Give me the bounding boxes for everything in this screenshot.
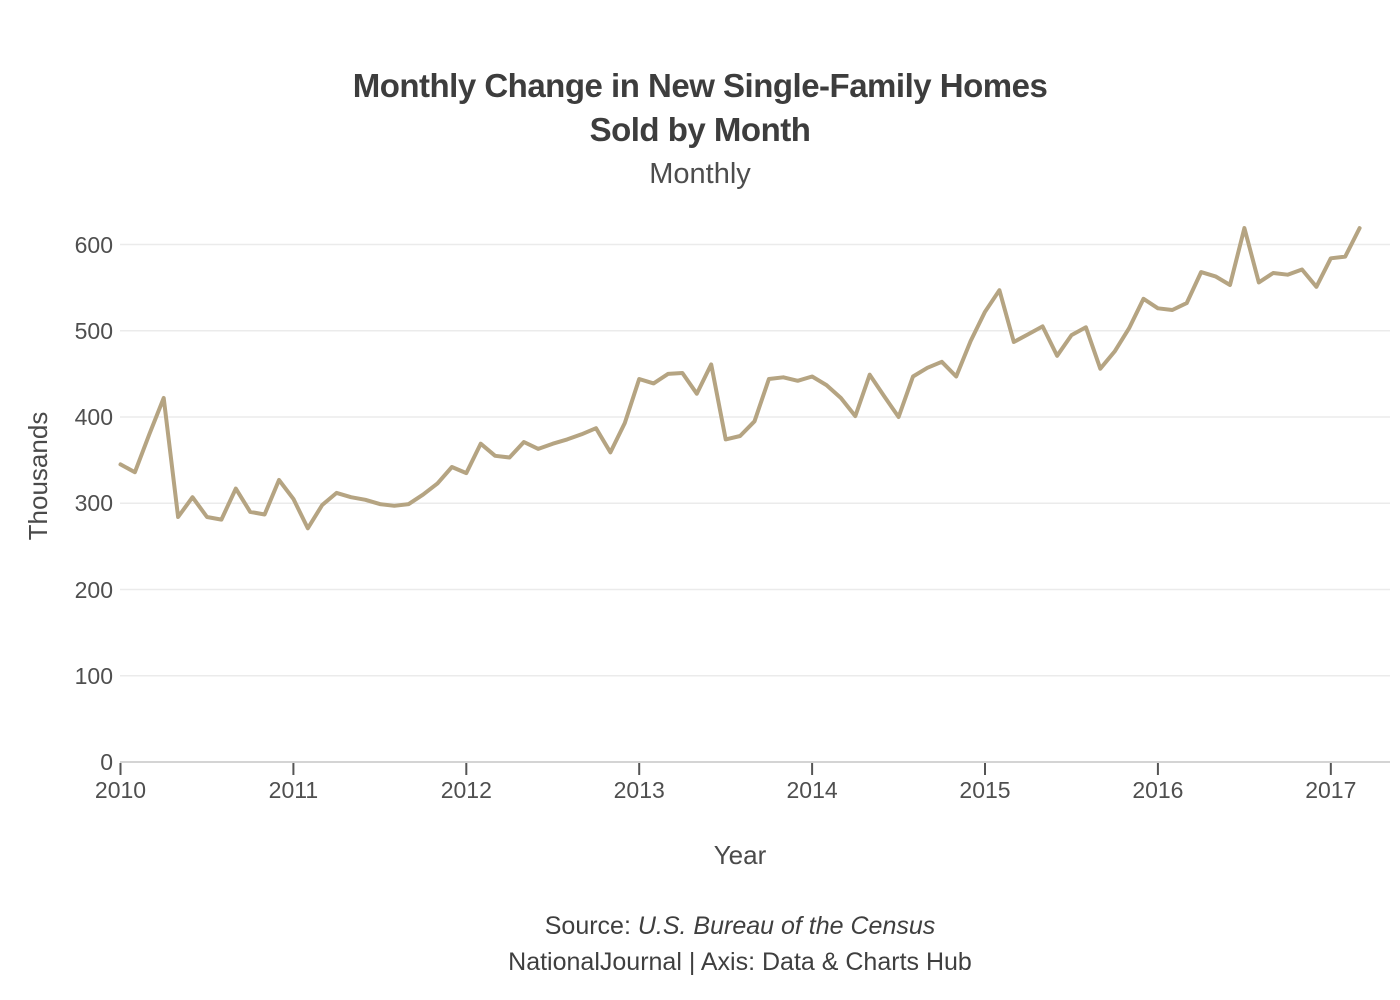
- y-tick-label-0: 0: [100, 749, 113, 775]
- y-tick-label-300: 300: [74, 490, 113, 517]
- y-tick-label-200: 200: [74, 576, 113, 603]
- x-tick-label-2012: 2012: [440, 777, 492, 803]
- x-tick-label-2017: 2017: [1305, 777, 1357, 803]
- x-tick-label-2011: 2011: [268, 777, 319, 803]
- source-name: U.S. Bureau of the Census: [637, 912, 936, 940]
- y-tick-label-600: 600: [74, 231, 113, 258]
- y-tick-label-500: 500: [74, 317, 113, 344]
- y-tick-label-400: 400: [74, 404, 113, 430]
- x-tick-label-2015: 2015: [959, 777, 1011, 803]
- x-axis-title: Year: [713, 840, 767, 870]
- chart-title: Monthly Change in New Single-Family Home…: [0, 64, 1400, 152]
- chart-title-line-2: Sold by Month: [589, 111, 811, 148]
- credit-line: NationalJournal | Axis: Data & Charts Hu…: [508, 948, 972, 976]
- x-tick-label-2013: 2013: [613, 777, 665, 803]
- x-tick-label-2010: 2010: [94, 777, 147, 803]
- homes-sold-line-series: [118, 226, 1362, 531]
- source-line: Source: U.S. Bureau of the Census: [40, 912, 1400, 941]
- source-prefix: Source:: [544, 912, 638, 940]
- chart-title-line-1: Monthly Change in New Single-Family Home…: [352, 67, 1048, 104]
- y-tick-label-100: 100: [74, 662, 113, 689]
- x-tick-label-2016: 2016: [1132, 777, 1184, 803]
- chart-subtitle: Monthly: [649, 158, 751, 190]
- x-tick-label-2014: 2014: [786, 777, 838, 803]
- x-axis-tick-marks: [119, 763, 1332, 775]
- gridlines: [120, 243, 1390, 763]
